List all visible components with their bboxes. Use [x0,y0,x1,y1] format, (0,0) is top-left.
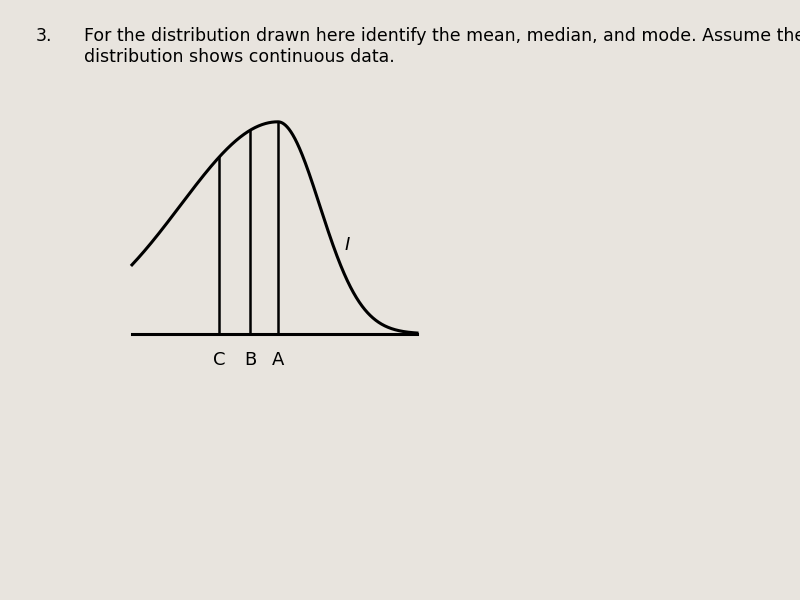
Text: C: C [213,351,225,369]
Text: A: A [272,351,284,369]
Text: For the distribution drawn here identify the mean, median, and mode. Assume the
: For the distribution drawn here identify… [84,27,800,66]
Text: 3.: 3. [36,27,53,45]
Text: B: B [244,351,256,369]
Text: I: I [345,236,350,254]
